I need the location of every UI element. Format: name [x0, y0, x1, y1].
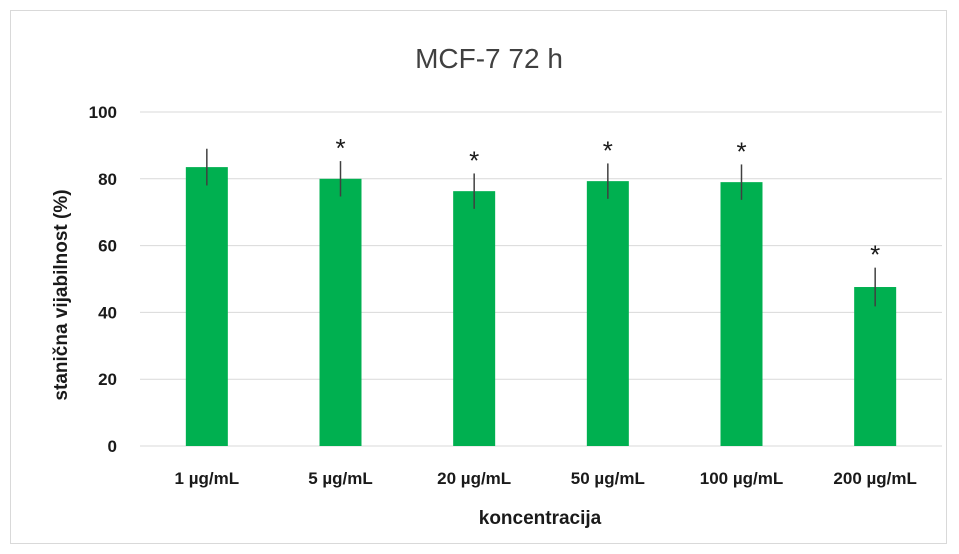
significance-marker: *	[736, 136, 746, 166]
bar	[720, 182, 763, 446]
x-axis-label: koncentracija	[479, 508, 602, 529]
x-tick-label: 20 µg/mL	[437, 469, 511, 488]
significance-marker: *	[870, 240, 880, 270]
y-axis-label: stanična vijabilnost (%)	[51, 189, 72, 400]
x-tick-label: 200 µg/mL	[833, 469, 917, 488]
x-tick-label: 100 µg/mL	[700, 469, 784, 488]
y-tick-label: 100	[89, 103, 117, 122]
y-tick-label: 20	[98, 370, 117, 389]
x-axis-ticks: 1 µg/mL 5 µg/mL 20 µg/mL 50 µg/mL 100 µg/mL 2…	[175, 469, 917, 488]
significance-marker: *	[603, 135, 613, 165]
y-axis-ticks: 0 20 40 60 80 100	[89, 103, 117, 456]
bar	[185, 167, 228, 447]
x-tick-label: 50 µg/mL	[571, 469, 645, 488]
y-tick-label: 40	[98, 303, 117, 322]
y-tick-label: 80	[98, 170, 117, 189]
error-bars: * * * * *	[206, 133, 880, 307]
bars	[185, 167, 897, 447]
gridlines	[140, 111, 942, 447]
bar	[319, 178, 362, 447]
y-tick-label: 60	[98, 237, 117, 256]
significance-marker: *	[469, 145, 479, 175]
bar	[854, 287, 897, 446]
significance-marker: *	[335, 133, 345, 163]
bar	[453, 191, 496, 446]
x-tick-label: 1 µg/mL	[175, 469, 240, 488]
x-tick-label: 5 µg/mL	[308, 469, 373, 488]
chart-title: MCF-7 72 h	[415, 43, 563, 74]
y-tick-label: 0	[108, 437, 117, 456]
bar	[586, 181, 629, 446]
